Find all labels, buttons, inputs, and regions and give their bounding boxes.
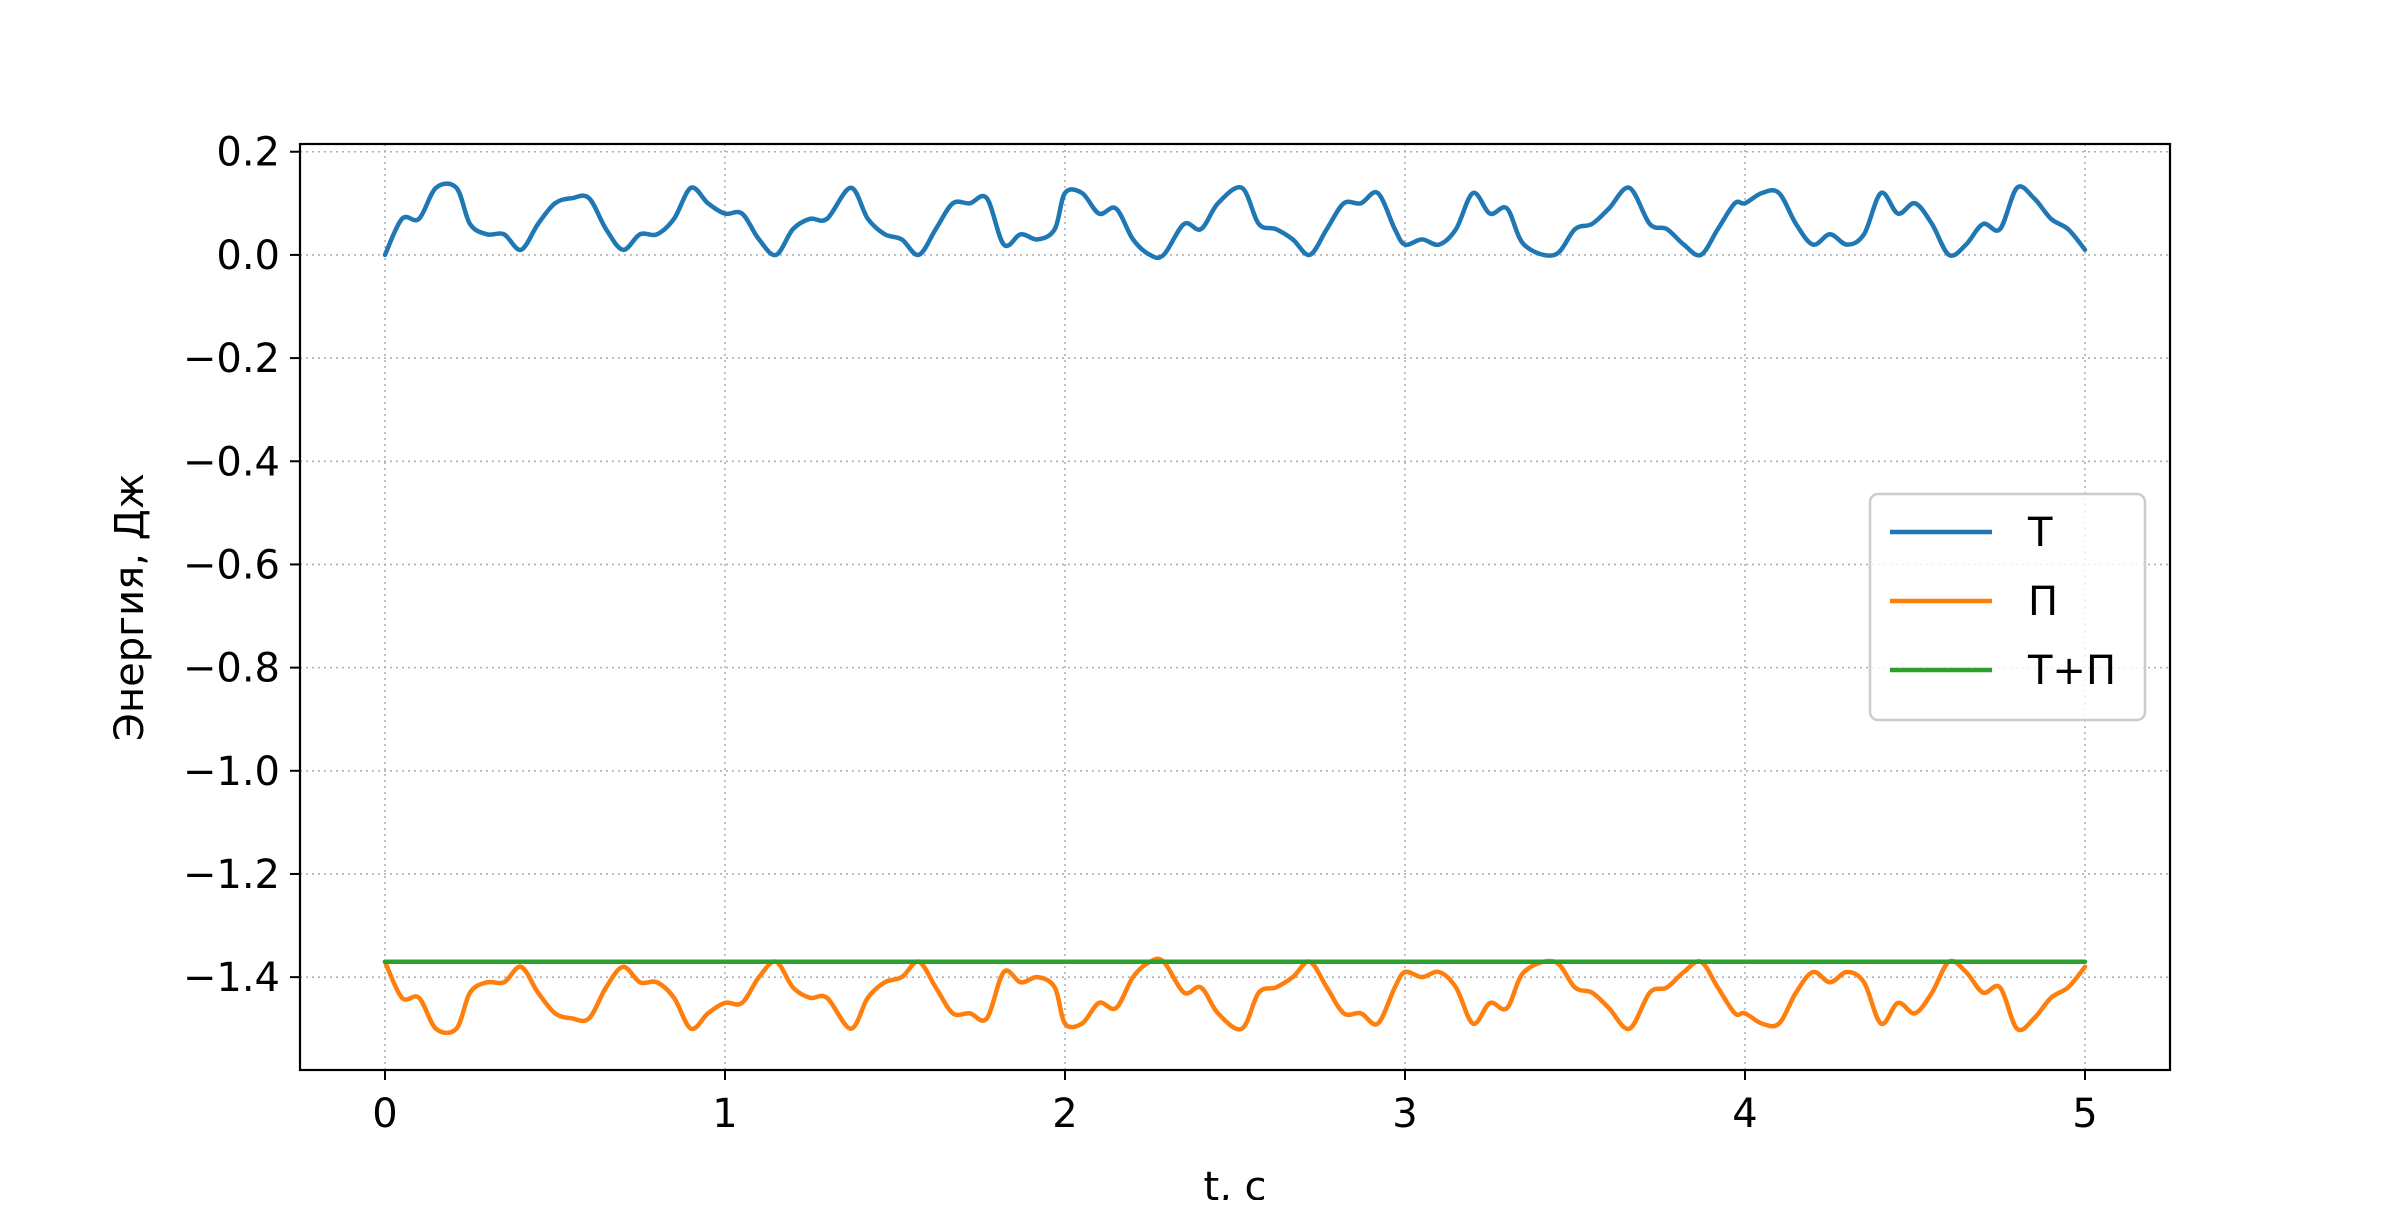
- y-tick-label-0: 0.2: [216, 130, 280, 176]
- y-tick-label-6: −1.0: [183, 749, 280, 795]
- y-tick-label-8: −1.4: [183, 955, 280, 1001]
- x-tick-label-1: 1: [712, 1091, 737, 1137]
- y-tick-label-4: −0.6: [183, 542, 280, 588]
- y-tick-label-3: −0.4: [183, 439, 280, 485]
- legend-box: [1868, 492, 2147, 722]
- legend-label-total: T+П: [2027, 648, 2116, 694]
- x-tick-label-5: 5: [2072, 1091, 2097, 1137]
- legend-label-p: П: [2028, 579, 2058, 625]
- y-tick-label-7: −1.2: [183, 852, 280, 898]
- x-axis-label: t, c: [1203, 1164, 1266, 1200]
- plot-frame: [298, 142, 2172, 1072]
- x-tick-label-4: 4: [1732, 1091, 1757, 1137]
- x-tick-label-2: 2: [1052, 1091, 1077, 1137]
- series-lines: [382, 181, 2088, 1036]
- series-line-1: [382, 956, 2088, 1036]
- legend: T П T+П: [1868, 492, 2147, 722]
- legend-label-t: T: [2027, 510, 2053, 556]
- x-tick-label-3: 3: [1392, 1091, 1417, 1137]
- axis-ticks: 0 1 2 3 4 5 0.2 0.0 −0.2 −0.4 −0.6 −0.8 −1.0 −1.2 −1.4: [183, 130, 2098, 1137]
- y-tick-label-1: 0.0: [216, 233, 280, 279]
- y-tick-label-5: −0.8: [183, 646, 280, 692]
- x-tick-label-0: 0: [372, 1091, 397, 1137]
- y-tick-label-2: −0.2: [183, 336, 280, 382]
- series-line-0: [382, 181, 2088, 261]
- y-axis-label: Энергия, Дж: [107, 473, 153, 741]
